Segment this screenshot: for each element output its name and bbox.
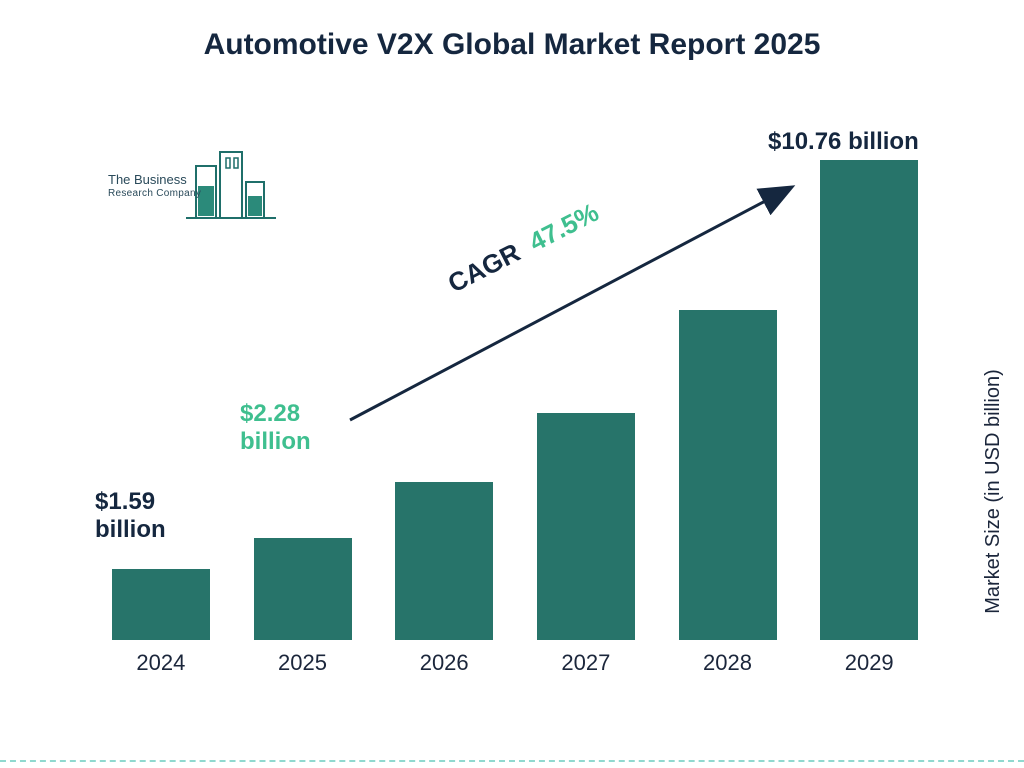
footer-divider <box>0 760 1024 762</box>
value-label-2025: $2.28 billion <box>240 400 311 455</box>
x-tick-label: 2024 <box>90 644 232 680</box>
x-tick-label: 2029 <box>798 644 940 680</box>
value-label-2024-unit: billion <box>95 516 166 544</box>
value-label-2025-amount: $2.28 <box>240 400 311 428</box>
value-label-2025-unit: billion <box>240 428 311 456</box>
bar <box>537 413 635 641</box>
bar-group <box>90 120 940 640</box>
bar-slot <box>798 160 940 640</box>
x-tick-label: 2028 <box>657 644 799 680</box>
chart-title: Automotive V2X Global Market Report 2025 <box>0 28 1024 62</box>
bar <box>679 310 777 640</box>
bar-slot <box>515 413 657 641</box>
bar-slot <box>373 482 515 640</box>
bar-slot <box>232 538 374 640</box>
bar-slot <box>90 569 232 640</box>
bar-slot <box>657 310 799 640</box>
bar <box>254 538 352 640</box>
bar <box>112 569 210 640</box>
chart-area: 202420252026202720282029 <box>90 120 940 680</box>
x-axis-labels: 202420252026202720282029 <box>90 644 940 680</box>
x-tick-label: 2026 <box>373 644 515 680</box>
x-tick-label: 2027 <box>515 644 657 680</box>
y-axis-label: Market Size (in USD billion) <box>982 369 1005 614</box>
value-label-2024: $1.59 billion <box>95 488 166 543</box>
value-label-2024-amount: $1.59 <box>95 488 166 516</box>
bar <box>820 160 918 640</box>
value-label-2029-text: $10.76 billion <box>768 128 919 155</box>
value-label-2029: $10.76 billion <box>768 128 919 156</box>
page-root: Automotive V2X Global Market Report 2025… <box>0 0 1024 768</box>
x-tick-label: 2025 <box>232 644 374 680</box>
bar <box>395 482 493 640</box>
